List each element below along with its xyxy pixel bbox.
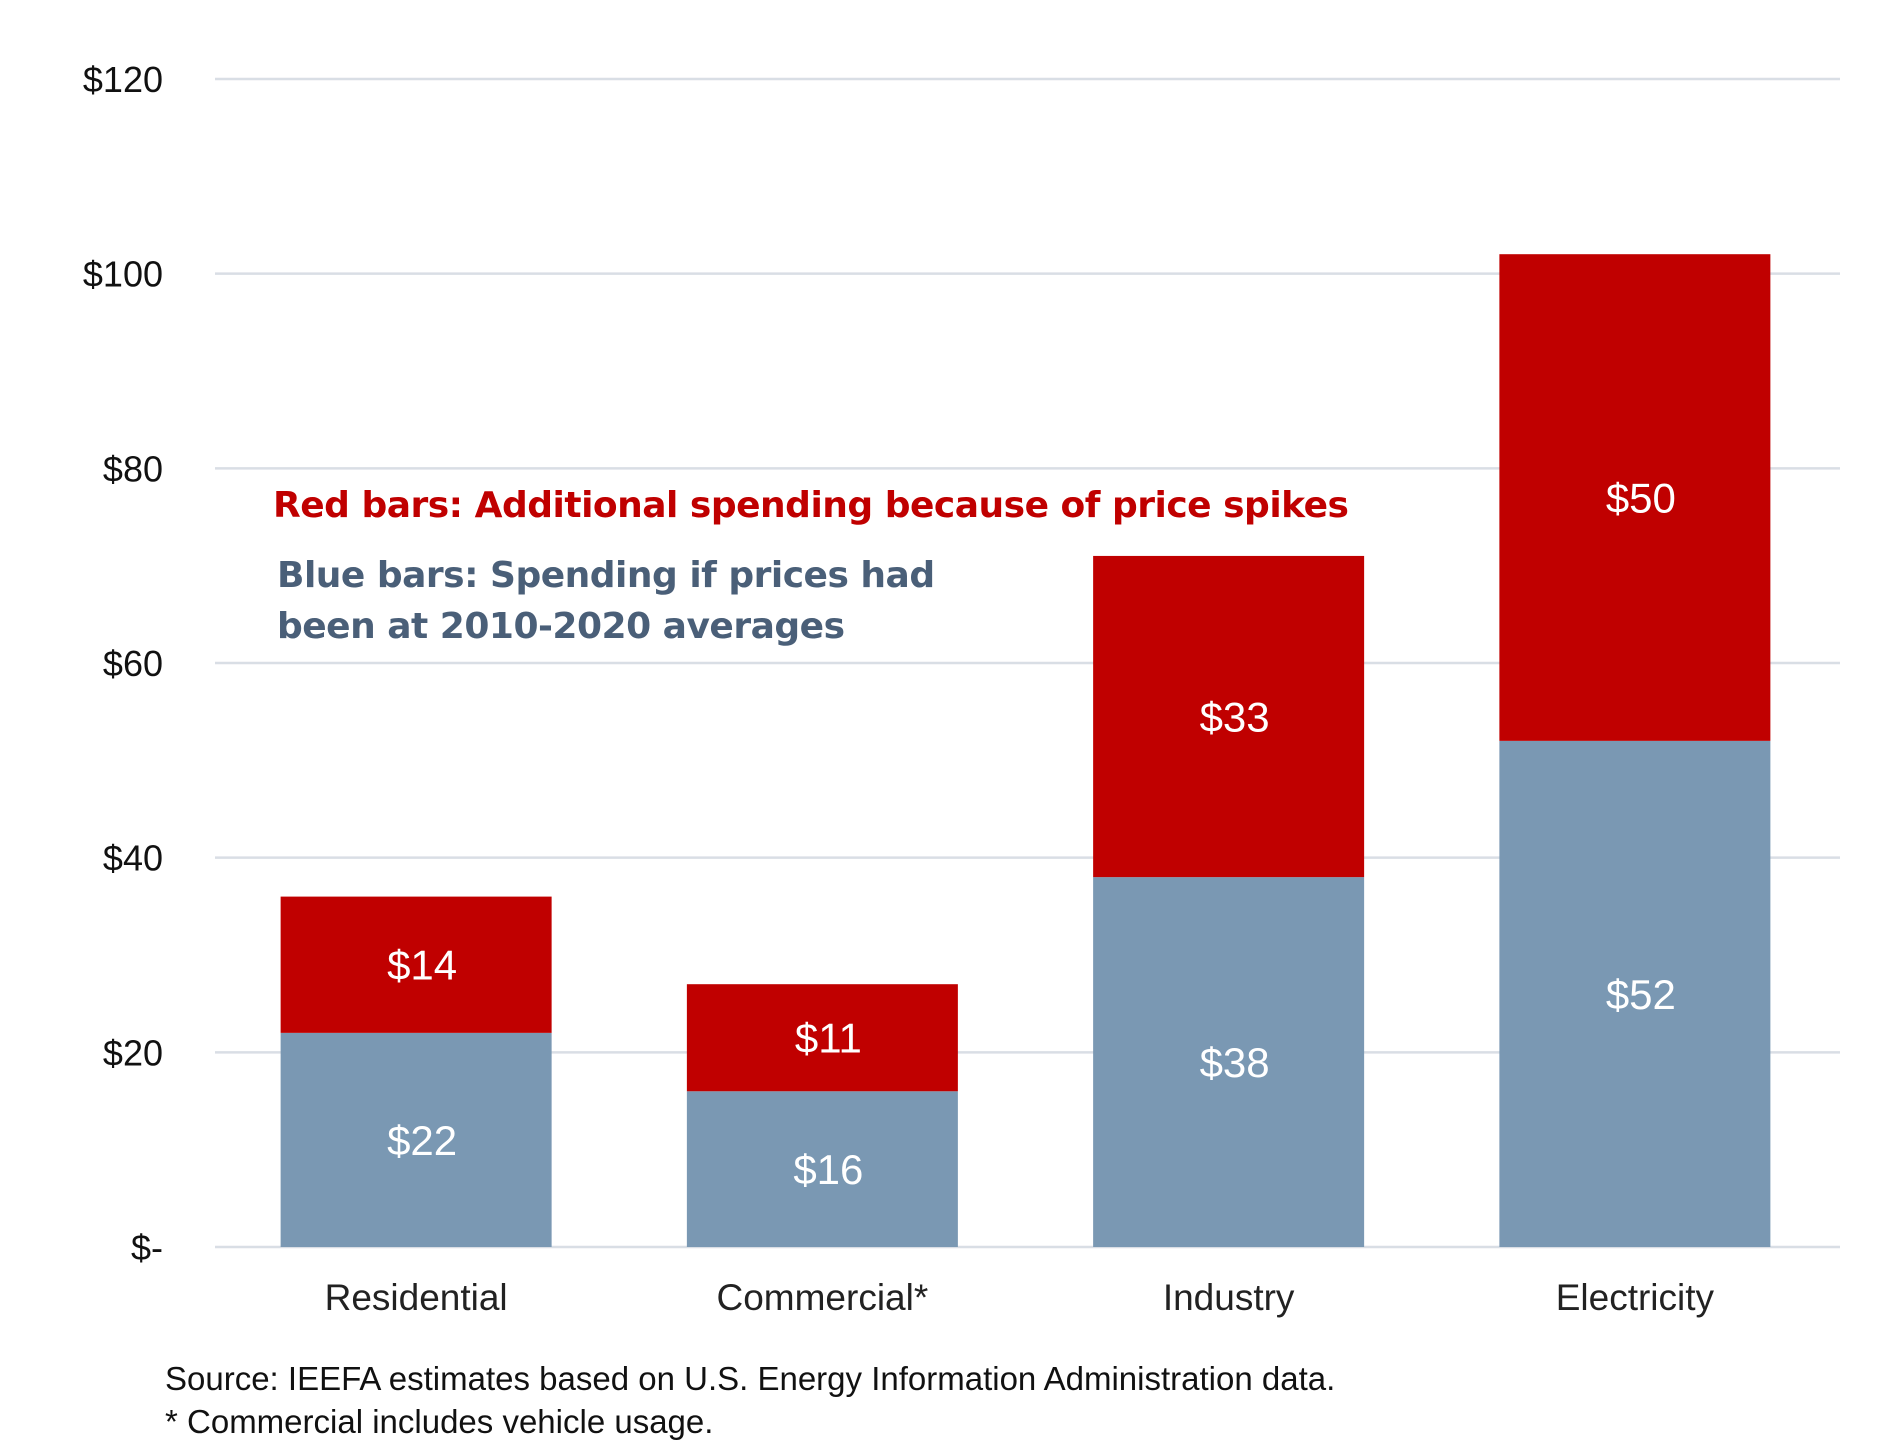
- data-label: $11: [795, 1015, 862, 1062]
- bar-segment-blue: [280, 1032, 552, 1247]
- legend-blue-annotation-line2: been at 2010-2020 averages: [277, 606, 845, 647]
- x-tick-label: Commercial*: [716, 1277, 928, 1318]
- y-tick-label: $40: [103, 838, 163, 879]
- bar-segment-red: [280, 896, 552, 1033]
- bar-segment-red: [686, 984, 958, 1092]
- x-tick-label: Industry: [1163, 1277, 1295, 1318]
- x-tick-label: Electricity: [1556, 1277, 1715, 1318]
- bar-segment-red: [1499, 254, 1771, 741]
- bar-segment-blue: [686, 1091, 958, 1247]
- data-label: $38: [1200, 1039, 1270, 1086]
- bar-segment-red: [1093, 555, 1365, 878]
- y-tick-label: $60: [103, 643, 163, 684]
- data-label: $16: [793, 1146, 863, 1193]
- data-label: $22: [387, 1117, 457, 1164]
- bar-segment-blue: [1093, 877, 1365, 1247]
- data-label: $50: [1606, 475, 1676, 522]
- x-tick-label: Residential: [325, 1277, 508, 1318]
- y-tick-label: $120: [83, 59, 163, 100]
- data-label: $52: [1606, 971, 1676, 1018]
- legend-blue-annotation-line1: Blue bars: Spending if prices had: [277, 555, 935, 596]
- bar-segment-blue: [1499, 740, 1771, 1247]
- footnote: * Commercial includes vehicle usage.: [165, 1403, 714, 1440]
- y-tick-label: $100: [83, 254, 163, 295]
- y-tick-label: $-: [131, 1227, 163, 1268]
- source-note: Source: IEEFA estimates based on U.S. En…: [165, 1360, 1336, 1397]
- legend-red-annotation: Red bars: Additional spending because of…: [273, 485, 1349, 526]
- y-tick-label: $80: [103, 448, 163, 489]
- data-label: $14: [387, 942, 457, 989]
- y-tick-label: $20: [103, 1032, 163, 1073]
- data-label: $33: [1200, 694, 1270, 741]
